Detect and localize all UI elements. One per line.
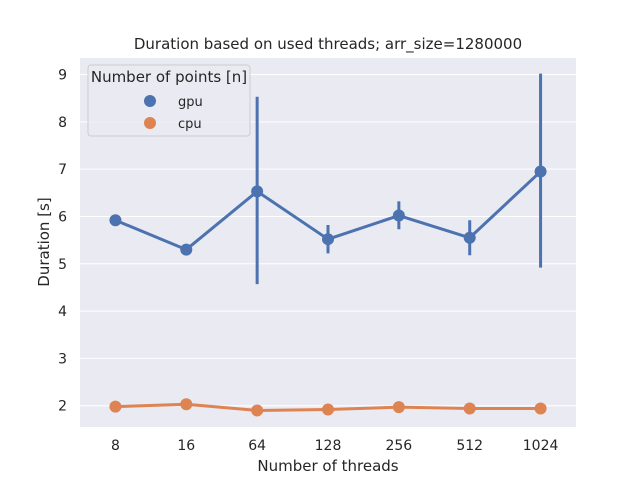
series-gpu	[109, 73, 547, 285]
legend-marker-gpu	[144, 95, 156, 107]
legend-label-cpu: cpu	[178, 117, 202, 132]
x-tick-label: 256	[385, 438, 412, 454]
series-cpu	[109, 398, 547, 417]
y-tick-label: 3	[58, 351, 67, 367]
data-point-cpu	[463, 402, 476, 415]
y-axis-title: Duration [s]	[35, 197, 53, 286]
y-tick-label: 2	[58, 399, 67, 415]
x-tick-label: 512	[456, 438, 483, 454]
series-group	[109, 73, 547, 417]
x-tick-label: 8	[111, 438, 120, 454]
legend-title: Number of points [n]	[91, 68, 247, 86]
x-axis-title: Number of threads	[257, 457, 398, 475]
legend: Number of points [n] gpu cpu	[87, 64, 251, 137]
data-point-gpu	[251, 185, 264, 198]
legend-frame	[87, 64, 251, 137]
data-point-gpu	[534, 165, 547, 178]
data-point-gpu	[180, 243, 193, 256]
data-point-gpu	[463, 231, 476, 244]
y-tick-label: 9	[58, 68, 67, 84]
legend-marker-cpu	[144, 117, 156, 129]
chart-title: Duration based on used threads; arr_size…	[134, 35, 522, 54]
data-point-cpu	[251, 404, 264, 417]
y-tick-label: 8	[58, 115, 67, 131]
x-tick-label: 1024	[523, 438, 559, 454]
y-tick-label: 4	[58, 304, 67, 320]
data-point-cpu	[109, 400, 122, 413]
y-tick-label: 6	[58, 209, 67, 225]
data-point-cpu	[180, 398, 193, 411]
data-point-gpu	[392, 209, 405, 222]
y-tick-label: 5	[58, 257, 67, 273]
data-point-cpu	[534, 402, 547, 415]
data-point-gpu	[322, 233, 334, 246]
data-point-cpu	[322, 403, 334, 416]
x-tick-label: 128	[315, 438, 342, 454]
y-tick-labels: 2 3 4 5 6 7 8 9	[58, 68, 67, 415]
data-point-gpu	[109, 214, 122, 227]
data-point-cpu	[392, 401, 405, 414]
legend-label-gpu: gpu	[178, 95, 203, 110]
x-tick-labels: 8 16 64 128 256 512 1024	[111, 438, 559, 454]
x-tick-label: 16	[177, 438, 195, 454]
x-tick-label: 64	[248, 438, 266, 454]
y-tick-label: 7	[58, 162, 67, 178]
